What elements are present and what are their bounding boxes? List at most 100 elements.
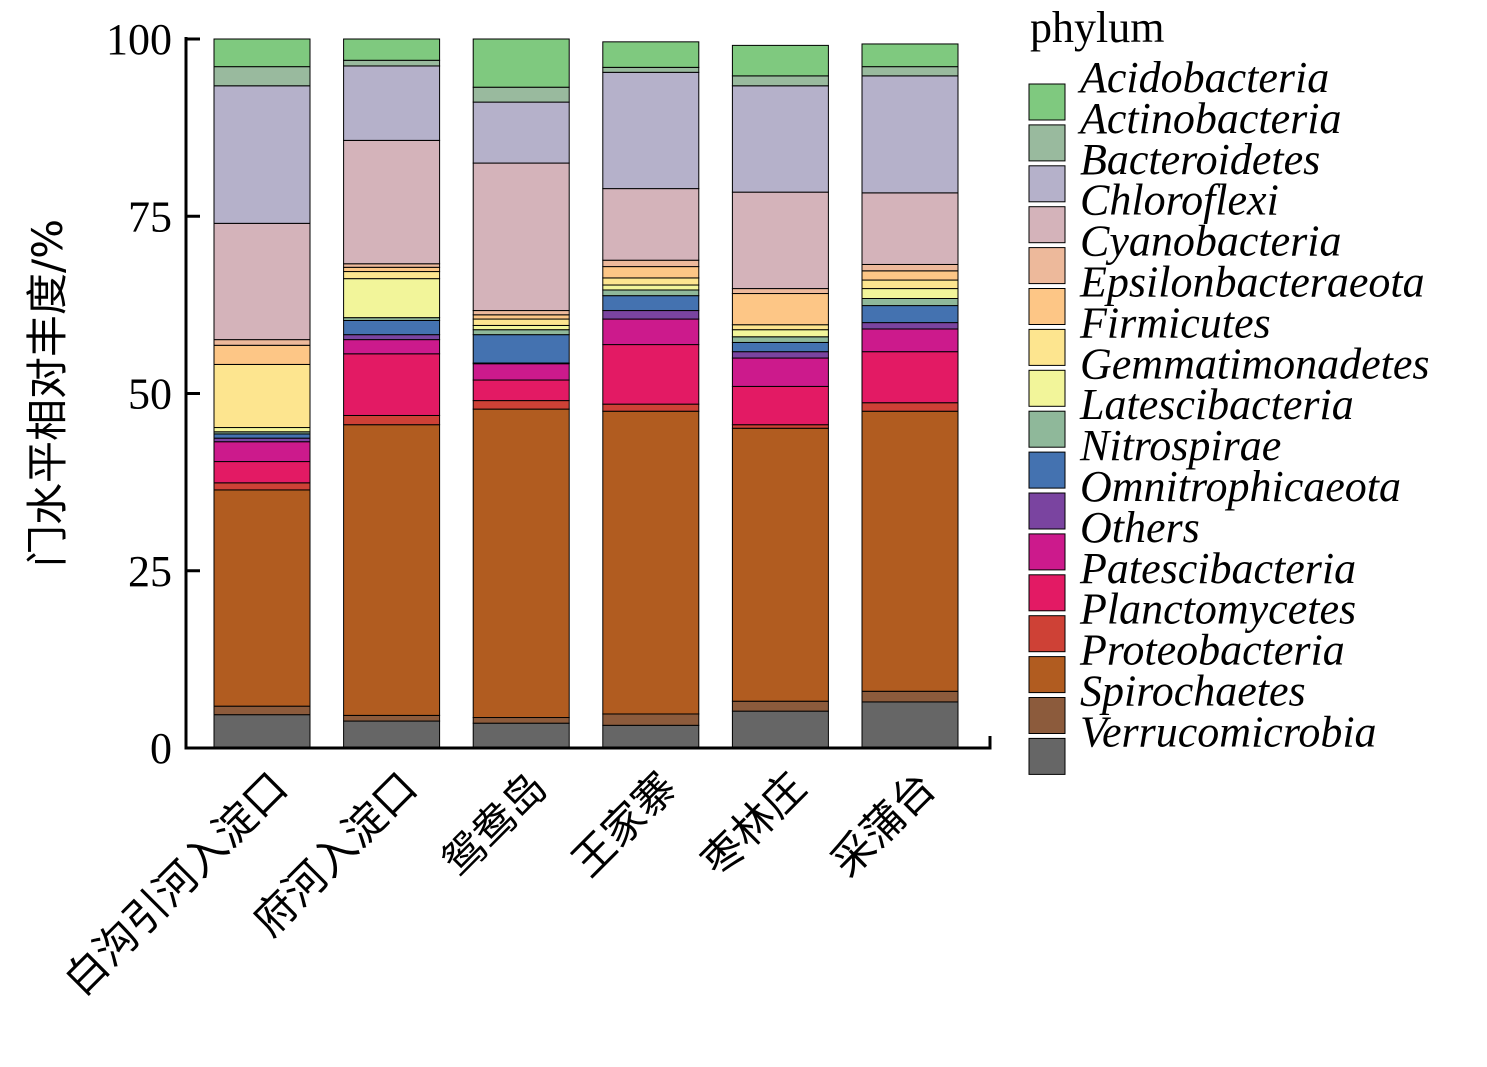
bar-segment-cyanobacteria	[861, 263, 959, 272]
bar-segment-gemmatimonadetes	[213, 427, 311, 433]
bar-segment-planctomycetes	[472, 400, 570, 410]
legend-swatch	[1028, 451, 1066, 489]
bar-segment-planctomycetes	[213, 482, 311, 491]
bar-segment-patescibacteria	[602, 344, 700, 405]
bar-segment-others	[213, 441, 311, 463]
bar-segment-bacteroidetes	[343, 65, 441, 141]
legend-label: Bacteroidetes	[1080, 135, 1320, 184]
bar-segment-nitrospirae	[602, 295, 700, 312]
legend-swatch	[1028, 165, 1066, 203]
bar-segment-others	[861, 328, 959, 353]
legend-swatch	[1028, 328, 1066, 366]
bar-segment-omnitrophicaeota	[602, 310, 700, 320]
bar-segment-patescibacteria	[731, 385, 829, 426]
legend-swatch	[1028, 656, 1066, 694]
bar-segment-patescibacteria	[861, 351, 959, 404]
bar-segment-spirochaetes	[472, 717, 570, 724]
bar-segment-patescibacteria	[472, 379, 570, 402]
bars-group	[213, 38, 959, 749]
bar-segment-chloroflexi	[472, 162, 570, 312]
legend-swatch	[1028, 615, 1066, 653]
bar-segment-latescibacteria	[472, 329, 570, 336]
x-category-label: 王家寨	[562, 762, 686, 886]
bar-segment-proteobacteria	[861, 410, 959, 692]
legend-label: Gemmatimonadetes	[1080, 339, 1430, 388]
legend-label: Latescibacteria	[1079, 380, 1354, 429]
legend-swatch	[1028, 410, 1066, 448]
bar-segment-epsilonbacteraeota	[343, 266, 441, 273]
bar-segment-proteobacteria	[731, 427, 829, 702]
bar-segment-spirochaetes	[343, 714, 441, 722]
bar-segment-cyanobacteria	[343, 263, 441, 268]
bar-segment-verrucomicrobia	[731, 710, 829, 749]
bar-segment-latescibacteria	[602, 289, 700, 297]
bar-segment-planctomycetes	[602, 403, 700, 412]
bar-segment-verrucomicrobia	[602, 724, 700, 749]
bar-segment-spirochaetes	[861, 690, 959, 703]
legend-label: Nitrospirae	[1079, 421, 1281, 470]
legend-label: Epsilonbacteraeota	[1079, 258, 1425, 307]
bar-segment-omnitrophicaeota	[213, 437, 311, 443]
legend-swatch	[1028, 206, 1066, 244]
y-tick-label: 50	[128, 370, 172, 419]
bar-segment-proteobacteria	[602, 410, 700, 715]
bar-segment-firmicutes	[213, 363, 311, 429]
bar-segment-acidobacteria	[213, 38, 311, 68]
bar-segment-others	[472, 363, 570, 381]
legend-swatch	[1028, 83, 1066, 121]
x-category-label: 采蒲台	[821, 762, 945, 886]
bar-segment-chloroflexi	[731, 191, 829, 290]
bar-segment-firmicutes	[343, 271, 441, 280]
legend-swatch	[1028, 247, 1066, 285]
bar-segment-proteobacteria	[213, 489, 311, 707]
bar-segment-firmicutes	[472, 318, 570, 326]
bar-segment-cyanobacteria	[213, 339, 311, 346]
bar-segment-gemmatimonadetes	[472, 324, 570, 331]
bar-segment-gemmatimonadetes	[861, 288, 959, 300]
bar-segment-omnitrophicaeota	[861, 322, 959, 330]
bar-segment-planctomycetes	[861, 402, 959, 412]
legend-swatch	[1028, 697, 1066, 734]
bar-segment-latescibacteria	[731, 336, 829, 343]
bar-segment-verrucomicrobia	[472, 722, 570, 749]
bar-segment-actinobacteria	[213, 66, 311, 87]
bar-segment-actinobacteria	[602, 66, 700, 73]
bar-segment-actinobacteria	[731, 75, 829, 87]
y-tick-label: 75	[128, 192, 172, 241]
bar-segment-chloroflexi	[861, 192, 959, 265]
bar-segment-cyanobacteria	[731, 288, 829, 295]
bar-segment-epsilonbacteraeota	[731, 293, 829, 326]
bar-segment-bacteroidetes	[472, 101, 570, 164]
bar-segment-gemmatimonadetes	[731, 329, 829, 338]
legend-title: phylum	[1030, 3, 1164, 52]
bar-segment-spirochaetes	[602, 713, 700, 726]
bar-segment-acidobacteria	[472, 38, 570, 88]
bar-segment-acidobacteria	[731, 44, 829, 77]
legend-label: Proteobacteria	[1079, 626, 1345, 675]
legend-swatch	[1028, 369, 1066, 407]
bar-segment-epsilonbacteraeota	[472, 314, 570, 320]
bar-segment-patescibacteria	[343, 353, 441, 416]
bar-segment-firmicutes	[861, 279, 959, 290]
bar-segment-nitrospirae	[861, 305, 959, 324]
bar-segment-others	[602, 318, 700, 346]
bar-segment-latescibacteria	[861, 297, 959, 307]
y-tick-label: 25	[128, 547, 172, 596]
x-category-label: 鸳鸯岛	[433, 762, 557, 886]
legend-swatch	[1028, 574, 1066, 612]
legend-label: Omnitrophicaeota	[1080, 462, 1401, 511]
legend-swatch	[1028, 492, 1066, 530]
legend-label: Spirochaetes	[1080, 667, 1306, 716]
legend-label: Planctomycetes	[1079, 585, 1356, 634]
bar-segment-actinobacteria	[343, 59, 441, 67]
bar-segment-omnitrophicaeota	[731, 351, 829, 359]
bar-segment-epsilonbacteraeota	[861, 270, 959, 281]
bar-segment-verrucomicrobia	[861, 701, 959, 749]
bar-segment-firmicutes	[731, 324, 829, 331]
y-tick-label: 0	[150, 724, 172, 773]
legend-swatch	[1028, 124, 1066, 162]
y-tick-label: 100	[106, 15, 172, 64]
legend-swatch	[1028, 288, 1066, 325]
legend-label: Others	[1080, 503, 1200, 552]
